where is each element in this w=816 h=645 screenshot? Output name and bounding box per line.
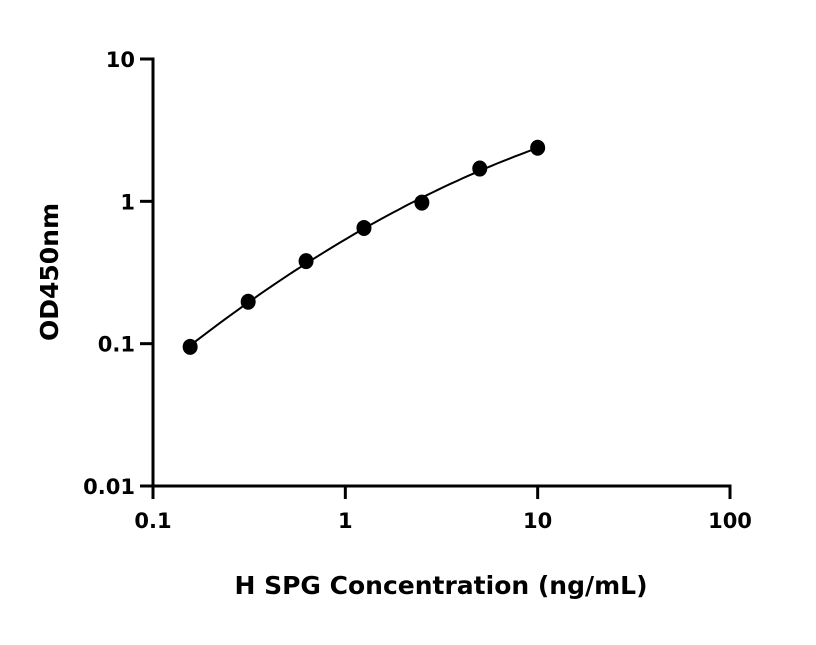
fit-curve bbox=[189, 146, 539, 347]
x-axis-label: H SPG Concentration (ng/mL) bbox=[234, 571, 647, 600]
x-tick-label: 100 bbox=[708, 509, 752, 533]
x-tick-label: 1 bbox=[338, 509, 353, 533]
data-points bbox=[182, 139, 546, 355]
y-tick-label: 0.1 bbox=[98, 333, 135, 357]
x-tick-label: 10 bbox=[523, 509, 552, 533]
y-tick-label: 0.01 bbox=[83, 475, 135, 499]
axes: 0.1 1 10 100 0.01 0.1 1 10 bbox=[83, 48, 752, 533]
x-tick-label: 0.1 bbox=[134, 509, 171, 533]
data-point bbox=[414, 194, 430, 211]
data-point bbox=[472, 160, 488, 177]
fit-curve-layer bbox=[189, 146, 539, 347]
data-point bbox=[356, 219, 372, 236]
y-tick-label: 10 bbox=[106, 48, 135, 72]
data-point bbox=[182, 338, 198, 355]
data-point bbox=[530, 139, 546, 156]
y-axis-label: OD450nm bbox=[35, 203, 64, 341]
data-point bbox=[240, 293, 256, 310]
y-tick-label: 1 bbox=[120, 190, 135, 214]
data-point bbox=[298, 253, 314, 270]
